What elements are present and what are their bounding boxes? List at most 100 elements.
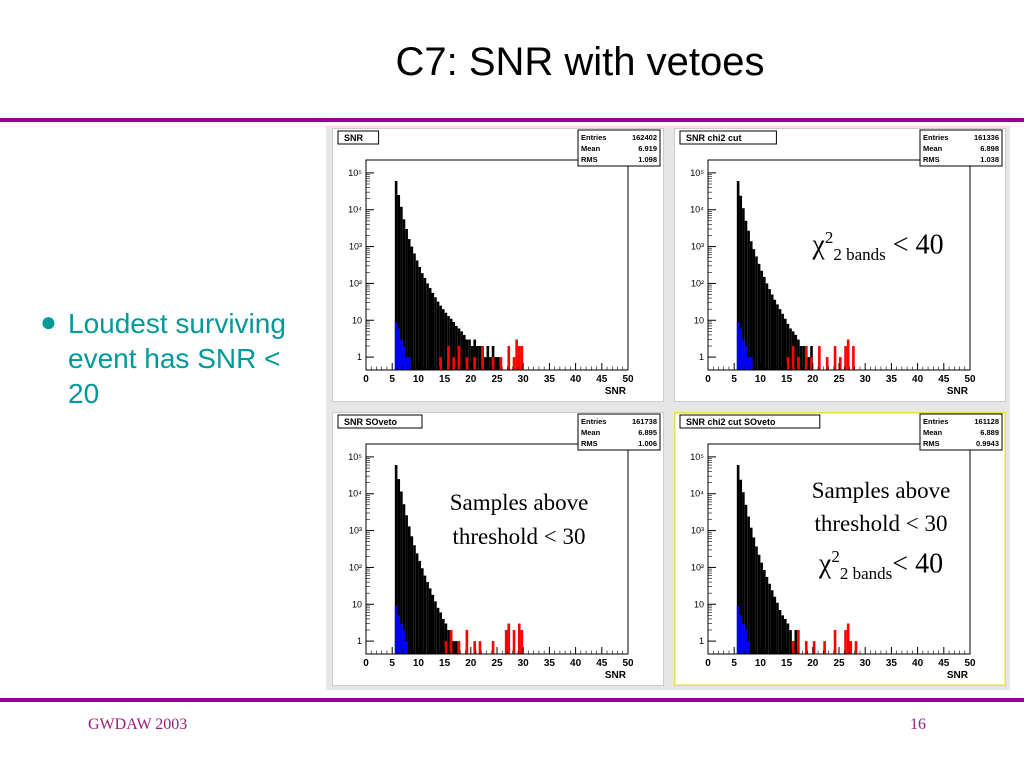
x-tick-label: 0 xyxy=(705,374,711,385)
histogram-bar xyxy=(394,465,398,654)
y-tick-label: 1 xyxy=(699,636,704,646)
x-tick-label: 50 xyxy=(964,658,976,669)
x-axis-label: SNR xyxy=(947,670,969,681)
histogram-bar xyxy=(768,289,771,370)
histogram-bar xyxy=(839,357,842,370)
histogram-bar xyxy=(413,253,416,370)
chi-subscript: 2 bands xyxy=(839,563,893,583)
histogram-bar xyxy=(418,266,422,370)
histogram-bar xyxy=(804,346,808,370)
chart-title: SNR xyxy=(344,133,364,143)
histogram-bar xyxy=(742,339,745,370)
x-tick-label: 15 xyxy=(439,658,451,669)
histogram-bar xyxy=(462,334,466,370)
histogram-bar xyxy=(786,623,790,654)
histogram-bar xyxy=(460,331,463,370)
stats-value: 0.9943 xyxy=(976,439,999,448)
histogram-bar xyxy=(431,292,435,370)
stats-label: RMS xyxy=(581,155,598,164)
histogram-bar xyxy=(441,309,445,370)
histogram-bar xyxy=(473,641,477,654)
histogram-bar xyxy=(436,607,440,654)
histogram-bar xyxy=(747,230,750,370)
histogram-bar xyxy=(791,346,795,370)
histogram-bar xyxy=(854,641,858,654)
histogram-bar xyxy=(791,641,795,654)
histogram-bar xyxy=(742,208,745,370)
chart-title: SNR SOveto xyxy=(344,417,398,427)
histogram-bar xyxy=(439,357,442,370)
chi-threshold: < 40 xyxy=(885,229,944,261)
histogram-bar xyxy=(742,623,745,654)
x-tick-label: 15 xyxy=(439,374,451,385)
histogram-bar xyxy=(468,339,471,370)
footer-conference: GWDAW 2003 xyxy=(88,716,188,733)
histogram-bar xyxy=(765,283,769,370)
x-tick-label: 5 xyxy=(389,658,395,669)
histogram-bar xyxy=(512,630,516,654)
chi-threshold: < 40 xyxy=(892,548,944,580)
histogram-bar xyxy=(520,630,524,654)
histogram-bar xyxy=(449,318,453,370)
histogram-bar xyxy=(515,339,518,370)
chart-title: SNR chi2 cut SOveto xyxy=(686,417,776,427)
histogram-bar xyxy=(491,641,495,654)
histogram-bar xyxy=(457,346,461,370)
histogram-bar xyxy=(405,357,408,370)
x-tick-label: 40 xyxy=(912,658,924,669)
histogram-bar xyxy=(473,357,477,370)
histogram-bar xyxy=(470,346,474,370)
histogram-bar xyxy=(846,339,850,370)
x-tick-label: 5 xyxy=(389,374,395,385)
histogram-bar xyxy=(789,630,792,654)
histogram-bar xyxy=(770,590,774,654)
histogram-bar xyxy=(452,641,456,654)
histogram-bar xyxy=(763,570,766,654)
x-tick-label: 20 xyxy=(807,374,819,385)
histogram-bar xyxy=(776,304,779,370)
y-tick-label: 10² xyxy=(691,562,704,572)
histogram-bar xyxy=(402,346,406,370)
x-tick-label: 40 xyxy=(570,374,582,385)
page-number: 16 xyxy=(910,716,926,733)
histogram-bar xyxy=(760,562,764,654)
x-tick-label: 25 xyxy=(833,658,845,669)
histogram-bar xyxy=(449,630,453,654)
histogram-bar xyxy=(394,605,398,654)
x-tick-label: 10 xyxy=(413,658,425,669)
bullet-dot-icon: ● xyxy=(40,306,57,337)
stats-value: 161336 xyxy=(974,133,999,142)
x-tick-label: 20 xyxy=(465,658,477,669)
histogram-bar xyxy=(402,630,406,654)
title-box xyxy=(337,414,423,429)
histogram-bar xyxy=(431,594,435,654)
x-tick-label: 5 xyxy=(731,374,737,385)
histogram-bar xyxy=(507,623,511,654)
chi-subscript: 2 bands xyxy=(833,244,886,264)
histogram-bar xyxy=(444,312,448,370)
histogram-bar xyxy=(436,301,440,370)
stats-label: Entries xyxy=(923,417,948,426)
histogram-bar xyxy=(807,357,811,370)
histogram-bar xyxy=(747,357,750,370)
histogram-bar xyxy=(497,357,500,370)
histogram-bar xyxy=(402,219,406,370)
y-tick-label: 10² xyxy=(349,278,362,288)
histogram-bar xyxy=(755,256,758,370)
histogram-bar xyxy=(794,630,798,654)
stats-label: RMS xyxy=(581,439,598,448)
histogram-bar xyxy=(812,641,816,654)
histogram-bar xyxy=(397,615,401,654)
histogram-bar xyxy=(802,346,805,370)
histogram-bar xyxy=(744,630,748,654)
histogram-bar xyxy=(423,278,427,370)
y-tick-label: 10³ xyxy=(691,242,704,252)
x-tick-label: 20 xyxy=(465,374,477,385)
histogram-bar xyxy=(444,641,448,654)
x-tick-label: 20 xyxy=(807,658,819,669)
histogram-bar xyxy=(744,504,748,654)
x-tick-label: 40 xyxy=(912,374,924,385)
histogram-bar xyxy=(739,479,743,654)
histogram-bar xyxy=(410,246,414,370)
histogram-bar xyxy=(747,641,750,654)
